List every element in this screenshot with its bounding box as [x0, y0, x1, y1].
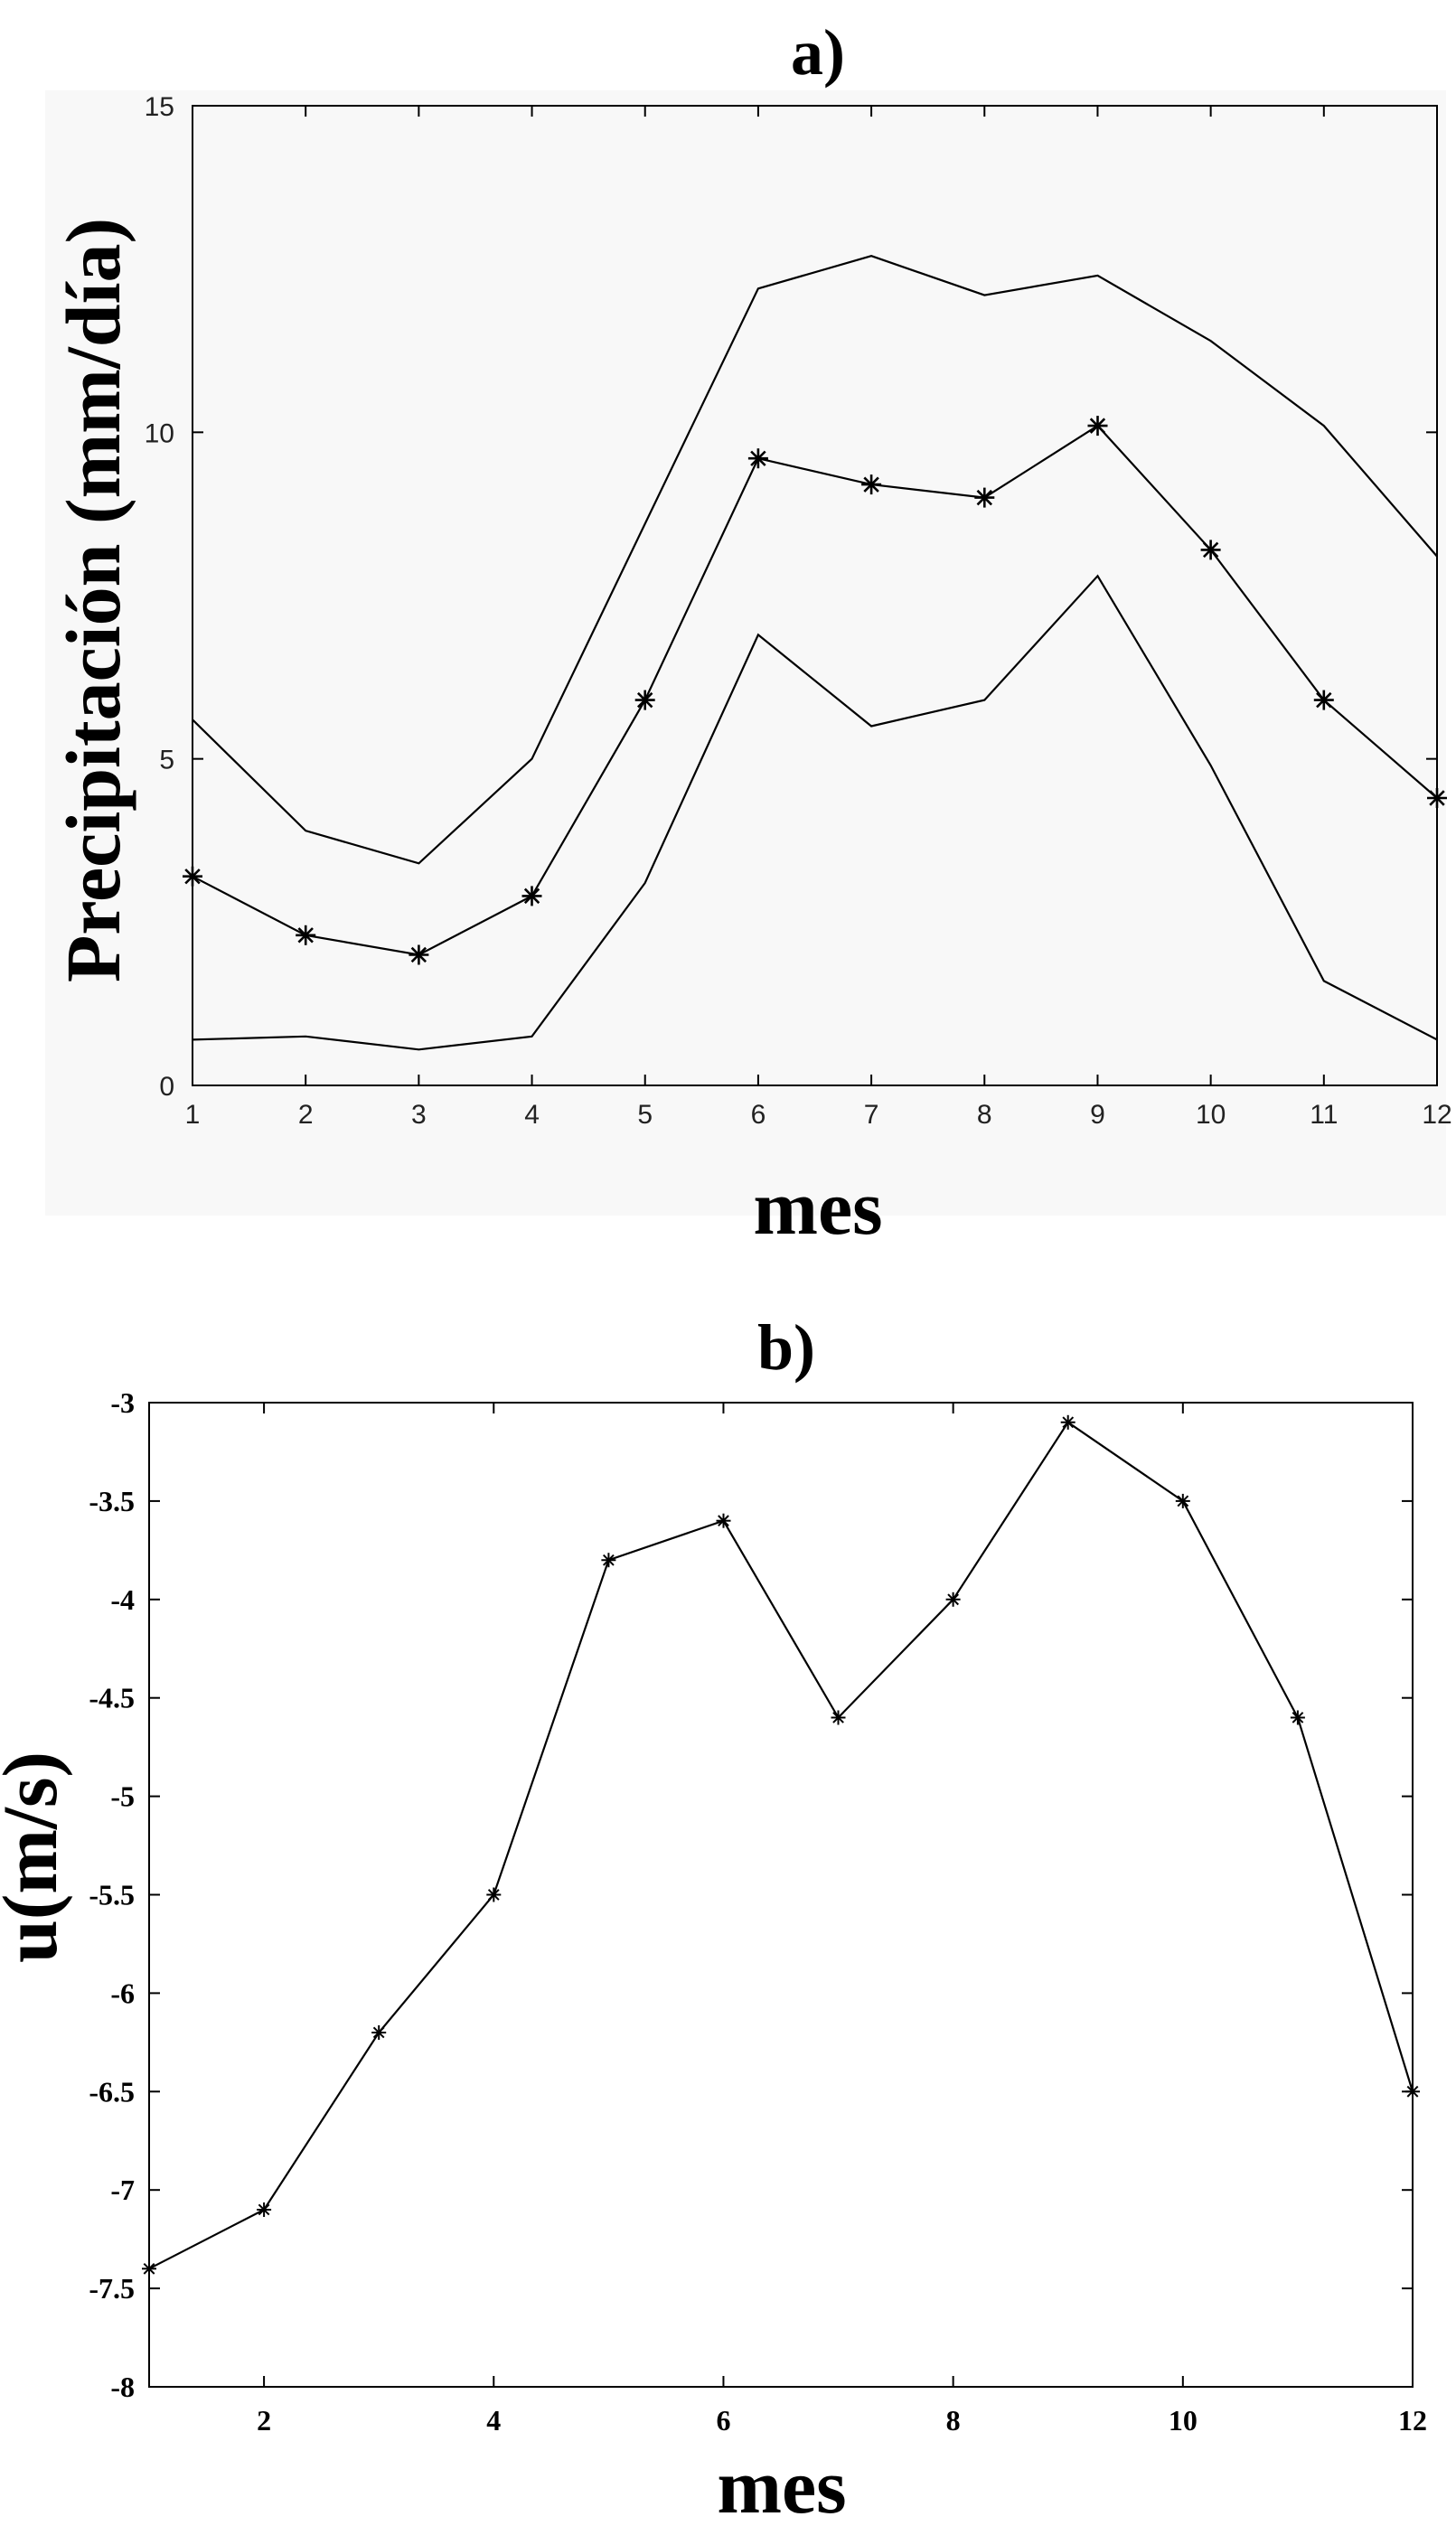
panel-a-y-tick-label: 5 — [159, 746, 174, 775]
panel-a-series-2-point — [1200, 540, 1221, 560]
panel-b-y-tick-label: -3.5 — [89, 1485, 135, 1517]
panel-a-x-tick-label: 6 — [751, 1100, 766, 1130]
panel-a-series-lines — [192, 255, 1438, 1051]
panel-a-y-axis-label: Precipitación (mm/día) — [50, 218, 136, 982]
panel-b-y-tick-label: -6 — [110, 1977, 135, 2009]
panel-a-series-2-point — [296, 925, 316, 945]
panel-a-y-tick-label: 0 — [159, 1072, 174, 1102]
panel-a-series-2-point — [1087, 416, 1108, 437]
panel-b-x-tick-label: 10 — [1169, 2404, 1198, 2437]
panel-a-series-2-point — [409, 944, 429, 965]
panel-a-x-tick-label: 4 — [524, 1100, 540, 1130]
panel-a-x-tick-label: 3 — [411, 1100, 427, 1130]
panel-b-x-tick-label: 8 — [946, 2404, 961, 2437]
panel-a-series-2-point — [747, 448, 768, 469]
panel-a-x-tick-label: 7 — [864, 1100, 879, 1130]
panel-b-y-tick-label: -4 — [110, 1583, 135, 1616]
panel-b-plot-area — [149, 1403, 1413, 2387]
panel-a-x-tick-label: 9 — [1090, 1100, 1105, 1130]
panel-b-y-tick-label: -7.5 — [89, 2272, 135, 2305]
panel-b-series-1-point — [257, 2202, 272, 2217]
panel-a-title: a) — [791, 16, 845, 89]
panel-b-y-tick-label: -5.5 — [89, 1879, 135, 1911]
panel-a-series-2-point — [521, 886, 542, 906]
panel-a-series-2-point — [974, 487, 995, 508]
panel-a-x-tick-label: 10 — [1196, 1100, 1226, 1130]
panel-b-y-tick-label: -4.5 — [89, 1682, 135, 1714]
panel-b-series-1-point — [1060, 1414, 1076, 1430]
panel-b-x-ticks: 2 4 6 8 10 12 — [257, 1403, 1427, 2437]
panel-a-series-2-point — [634, 690, 655, 710]
panel-b-title: b) — [757, 1311, 815, 1384]
panel-a-frame — [192, 105, 1438, 1086]
panel-a-series-1-line — [192, 255, 1438, 865]
panel-a-y-ticks: 0 5 10 15 — [145, 92, 1437, 1102]
panel-b-y-tick-label: -8 — [110, 2371, 135, 2403]
panel-a-y-tick-label: 15 — [145, 92, 174, 122]
panel-b-series-1-line — [148, 1421, 1414, 2270]
panel-b-series-1-point — [1290, 1710, 1305, 1725]
panel-a-markers — [183, 416, 1447, 965]
panel-b-x-tick-label: 2 — [257, 2404, 271, 2437]
panel-b-series-1-point — [371, 2025, 387, 2040]
panel-b-series-1-point — [831, 1710, 846, 1725]
panel-a-series-2-point — [1313, 690, 1334, 710]
panel-a-x-ticks: 1 2 3 4 5 6 7 8 9 10 11 12 — [185, 106, 1452, 1130]
panel-a-y-tick-label: 10 — [145, 418, 174, 448]
panel-a-series-3-line — [192, 574, 1438, 1051]
panel-a-x-tick-label: 5 — [637, 1100, 653, 1130]
panel-b-x-tick-label: 12 — [1398, 2404, 1427, 2437]
panel-b-x-tick-label: 6 — [716, 2404, 730, 2437]
panel-a-series-2-point — [861, 474, 882, 495]
panel-a-x-tick-label: 1 — [185, 1100, 201, 1130]
panel-a-x-tick-label: 12 — [1422, 1100, 1451, 1130]
panel-b-y-tick-label: -3 — [110, 1386, 135, 1419]
panel-a-series-2-line — [192, 424, 1438, 956]
panel-b-y-tick-label: -6.5 — [89, 2075, 135, 2108]
panel-b-x-axis-label: mes — [717, 2443, 846, 2526]
panel-a-x-tick-label: 11 — [1310, 1100, 1338, 1130]
panel-b-series-1-point — [716, 1513, 731, 1528]
panel-b: b) 2 4 6 8 10 12 -3 -3.5 -4 -4.5 -5 -5.5 -6 -6.5 -7 -7… — [0, 1311, 1427, 2526]
panel-b-y-ticks: -3 -3.5 -4 -4.5 -5 -5.5 -6 -6.5 -7 -7.5 -8 — [89, 1386, 1413, 2403]
panel-b-y-axis-label: u(m/s) — [0, 1751, 73, 1963]
panel-b-series-lines — [148, 1421, 1414, 2270]
panel-b-series-1-point — [945, 1592, 961, 1607]
panel-b-series-1-point — [601, 1553, 616, 1568]
panel-a-x-tick-label: 8 — [977, 1100, 992, 1130]
panel-b-series-1-point — [486, 1887, 502, 1902]
panel-a-x-tick-label: 2 — [298, 1100, 314, 1130]
panel-b-x-tick-label: 4 — [486, 2404, 501, 2437]
panel-b-y-tick-label: -5 — [110, 1780, 135, 1813]
panel-a-plot-area — [193, 106, 1437, 1085]
panel-a-x-axis-label: mes — [753, 1164, 882, 1251]
panel-b-y-tick-label: -7 — [110, 2174, 135, 2206]
panel-b-series-1-point — [1175, 1493, 1190, 1508]
